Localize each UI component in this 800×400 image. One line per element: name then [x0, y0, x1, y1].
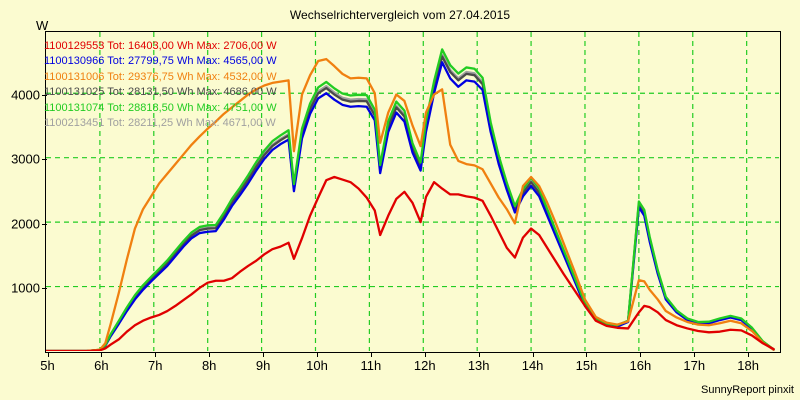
x-axis-tick-label: 14h [521, 358, 544, 373]
y-axis-unit-label: W [36, 18, 49, 33]
x-axis-tick-mark [263, 352, 265, 357]
legend-item: 1100131074 Tot: 28818,50 Wh Max: 4751,00… [44, 101, 277, 114]
x-axis-tick-mark [586, 352, 588, 357]
series-line [46, 57, 775, 351]
legend-item: 1100130966 Tot: 27799,75 Wh Max: 4565,00… [44, 55, 277, 68]
y-axis-tick-label: 2000 [11, 216, 40, 232]
series-line [46, 48, 775, 351]
x-axis-tick-mark [532, 352, 534, 357]
legend-item: 1100131006 Tot: 29376,75 Wh Max: 4532,00… [44, 70, 277, 83]
x-axis-tick-label: 13h [467, 358, 490, 373]
legend: 1100129553 Tot: 16403,00 Wh Max: 2706,00… [44, 39, 277, 131]
legend-item: 1100129553 Tot: 16403,00 Wh Max: 2706,00… [44, 40, 277, 52]
x-axis-tick-label: 5h [40, 358, 55, 373]
x-axis-tick-mark [478, 352, 480, 357]
x-axis-tick-mark [47, 352, 49, 357]
y-axis-tick-label: 3000 [11, 151, 40, 167]
x-axis-tick-label: 9h [255, 358, 271, 373]
y-axis-tick-mark [42, 288, 47, 290]
y-axis-tick-mark [42, 94, 47, 96]
x-axis-tick-label: 8h [201, 358, 217, 373]
x-axis-tick-label: 12h [413, 358, 436, 373]
x-axis-tick-mark [424, 352, 426, 357]
x-axis-tick-mark [209, 352, 211, 357]
x-axis-tick-label: 7h [148, 358, 163, 373]
x-axis-tick-mark [694, 352, 696, 357]
chart-title: Wechselrichtervergleich vom 27.04.2015 [289, 8, 511, 22]
watermark-label: SunnyReport pinxit [701, 384, 794, 396]
x-axis-tick-mark [155, 352, 157, 357]
chart-svg [46, 32, 779, 351]
x-axis-tick-label: 18h [737, 358, 760, 373]
x-axis-tick-label: 6h [94, 358, 109, 373]
y-axis-tick-mark [42, 223, 47, 225]
x-axis-tick-mark [370, 352, 372, 357]
x-axis-tick-label: 10h [306, 358, 328, 373]
x-axis-tick-label: 11h [360, 358, 382, 373]
x-axis-tick-mark [316, 352, 318, 357]
x-axis-tick-mark [748, 352, 750, 357]
series-line [46, 175, 775, 351]
y-axis-tick-label: 4000 [11, 87, 40, 103]
y-axis-tick-label: 1000 [11, 280, 40, 296]
x-axis-tick-label: 16h [629, 358, 652, 373]
x-axis-tick-label: 15h [575, 358, 598, 373]
legend-item: 1100213451 Tot: 28211,25 Wh Max: 4671,00… [44, 117, 276, 130]
x-axis-tick-mark [640, 352, 642, 357]
y-axis-tick-mark [42, 159, 47, 161]
legend-item: 1100131025 Tot: 28131,50 Wh Max: 4686,00… [44, 86, 277, 99]
x-axis-tick-mark [101, 352, 103, 357]
plot-area: 1000 2000 3000 4000 5h 6h 7h 8h 9h 10h 11h 12h 13h 14… [11, 31, 781, 373]
x-axis-tick-label: 17h [683, 358, 706, 373]
